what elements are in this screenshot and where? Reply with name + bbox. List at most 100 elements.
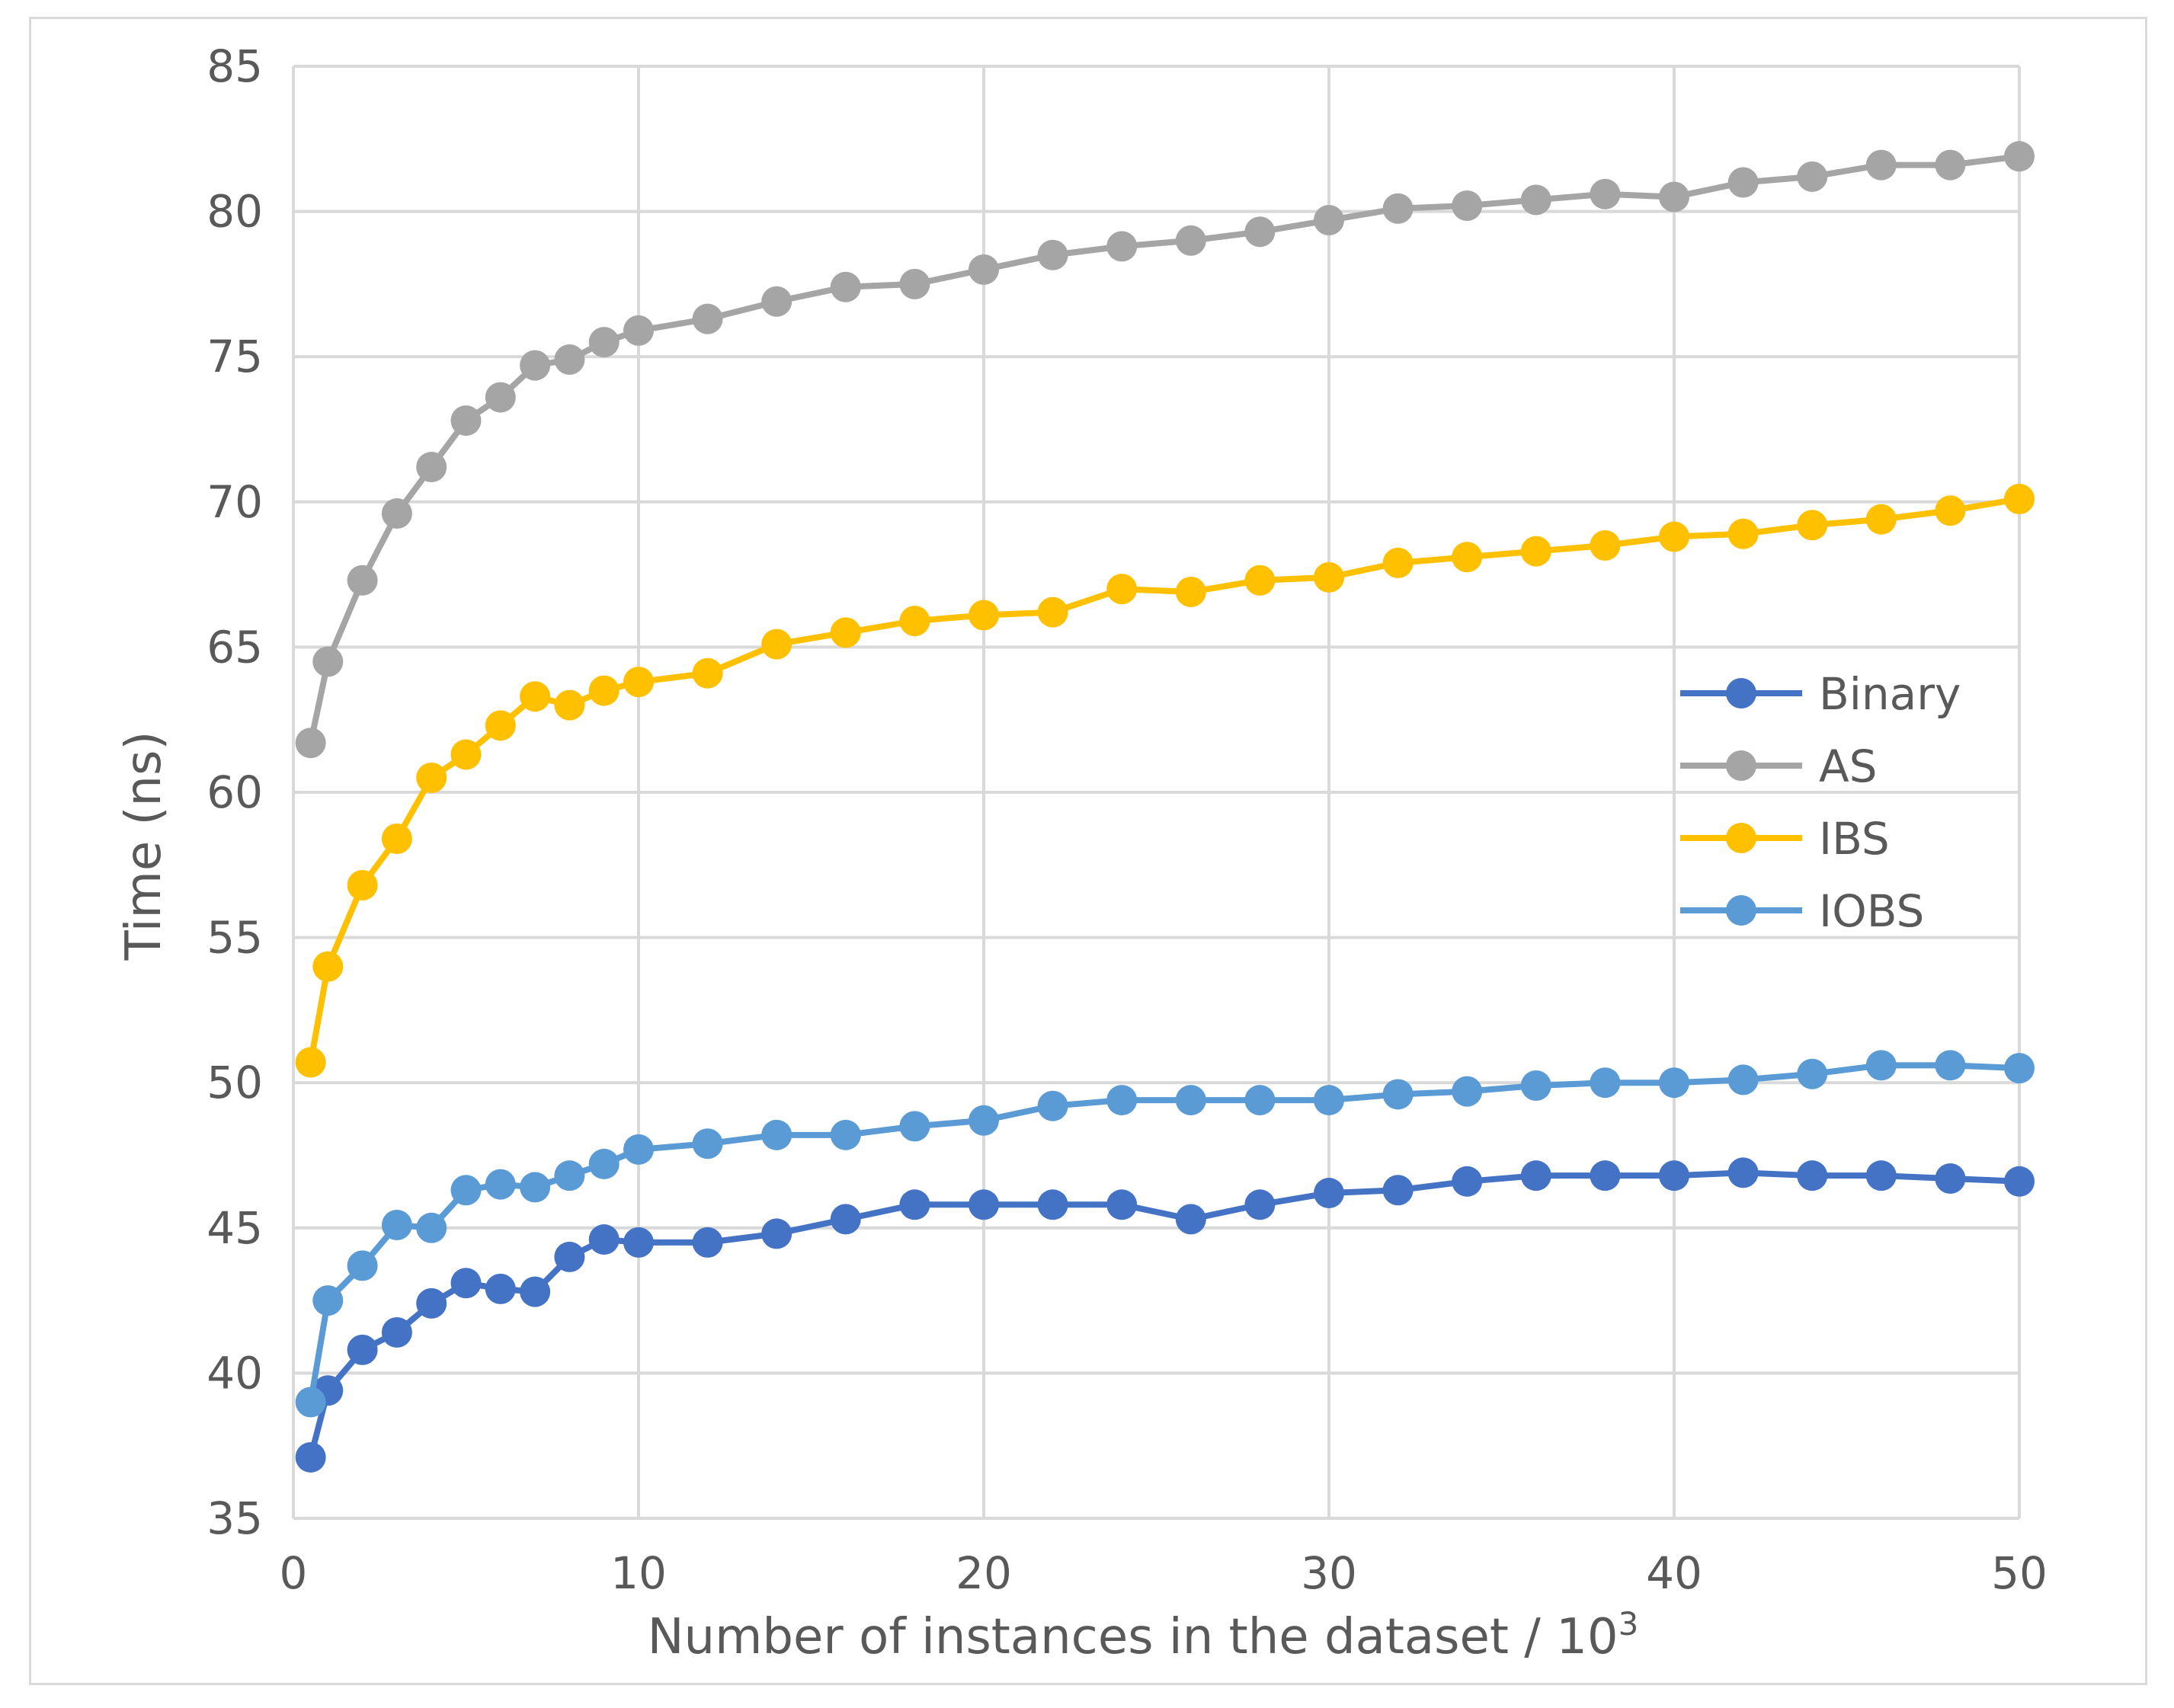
legend-item-binary: Binary	[1680, 668, 1961, 720]
data-point	[416, 762, 447, 793]
y-tick-label: 80	[207, 186, 263, 238]
data-point	[1727, 518, 1759, 549]
x-tick-label: 40	[1646, 1547, 1702, 1599]
data-point	[1520, 184, 1551, 216]
y-tick-label: 60	[207, 766, 263, 818]
y-tick-label: 85	[207, 40, 263, 92]
y-axis-title: Time (ns)	[116, 731, 172, 961]
data-point	[1452, 190, 1483, 221]
data-point	[1244, 216, 1276, 248]
data-point	[520, 350, 551, 381]
y-tick-label: 45	[207, 1202, 263, 1254]
legend-label: IBS	[1819, 813, 1890, 865]
data-point	[381, 498, 412, 529]
data-point	[1244, 565, 1276, 596]
data-point	[1382, 1079, 1414, 1110]
data-point	[1106, 1085, 1138, 1116]
data-point	[416, 452, 447, 483]
data-point	[416, 1287, 447, 1319]
data-point	[1727, 1064, 1759, 1095]
x-axis-ticks: 0 10 20 30 40 50	[280, 1547, 2048, 1599]
data-point	[1452, 542, 1483, 573]
data-point	[295, 1441, 326, 1473]
data-point	[1382, 547, 1414, 578]
data-point	[761, 1218, 792, 1249]
data-point	[588, 1224, 620, 1255]
data-point	[692, 303, 723, 334]
data-point	[520, 681, 551, 712]
data-point	[1314, 1085, 1344, 1116]
data-point	[295, 1387, 326, 1418]
legend-swatch-marker	[1726, 895, 1756, 926]
data-point	[761, 286, 792, 317]
y-tick-label: 50	[207, 1057, 263, 1108]
data-point	[554, 689, 585, 721]
data-point	[1106, 574, 1138, 605]
data-point	[312, 951, 344, 982]
x-tick-label: 30	[1301, 1547, 1357, 1599]
data-point	[1590, 1160, 1621, 1191]
data-point	[2004, 1166, 2035, 1197]
data-point	[1244, 1189, 1276, 1220]
data-point	[1659, 1067, 1689, 1099]
data-point	[1797, 161, 1828, 192]
data-point	[1106, 231, 1138, 262]
data-point	[312, 646, 344, 677]
data-point	[969, 600, 999, 631]
data-point	[830, 1119, 861, 1150]
data-point	[1935, 495, 1966, 526]
data-point	[554, 1160, 585, 1191]
data-point	[899, 1189, 930, 1220]
data-point	[692, 1128, 723, 1159]
x-tick-label: 0	[280, 1547, 308, 1599]
data-point	[1037, 239, 1068, 270]
data-point	[830, 1204, 861, 1235]
data-point	[1037, 1090, 1068, 1121]
x-axis-title-text: Number of instances in the dataset / 10	[648, 1609, 1618, 1665]
data-point	[692, 1227, 723, 1258]
data-point	[1590, 1067, 1621, 1099]
data-point	[623, 667, 654, 698]
data-point	[450, 1268, 482, 1299]
data-point	[588, 327, 620, 358]
data-point	[1727, 167, 1759, 198]
data-point	[1175, 225, 1206, 256]
data-point	[1590, 529, 1621, 561]
data-point	[1935, 149, 1966, 181]
legend-label: AS	[1819, 740, 1878, 792]
data-point	[485, 1169, 516, 1200]
data-point	[381, 1209, 412, 1240]
data-point	[1175, 576, 1206, 607]
data-point	[899, 606, 930, 637]
data-point	[485, 1273, 516, 1304]
data-point	[1797, 1058, 1828, 1089]
series-line	[307, 153, 2020, 744]
data-point	[381, 1317, 412, 1348]
legend-item-iobs: IOBS	[1680, 885, 1924, 937]
data-point	[588, 1148, 620, 1179]
data-point	[623, 315, 654, 346]
data-point	[1452, 1166, 1483, 1197]
data-point	[554, 1241, 585, 1272]
data-point	[623, 1227, 654, 1258]
data-point	[1106, 1189, 1138, 1220]
data-point	[899, 268, 930, 299]
legend: Binary AS IBS IOBS	[1680, 668, 1961, 937]
data-point	[1175, 1085, 1206, 1116]
data-point	[1590, 178, 1621, 210]
data-point	[830, 271, 861, 302]
data-point	[1659, 181, 1689, 213]
data-point	[1659, 521, 1689, 552]
data-point	[312, 1285, 344, 1316]
chart-frame	[29, 17, 2147, 1685]
data-point	[692, 657, 723, 689]
data-point	[416, 1212, 447, 1243]
data-point	[1935, 1050, 1966, 1081]
data-point	[1520, 1160, 1551, 1191]
data-point	[450, 405, 482, 437]
data-point	[295, 1047, 326, 1078]
data-point	[761, 1119, 792, 1150]
legend-swatch-marker	[1726, 678, 1756, 708]
series-binary	[295, 1157, 2035, 1473]
data-point	[485, 382, 516, 413]
